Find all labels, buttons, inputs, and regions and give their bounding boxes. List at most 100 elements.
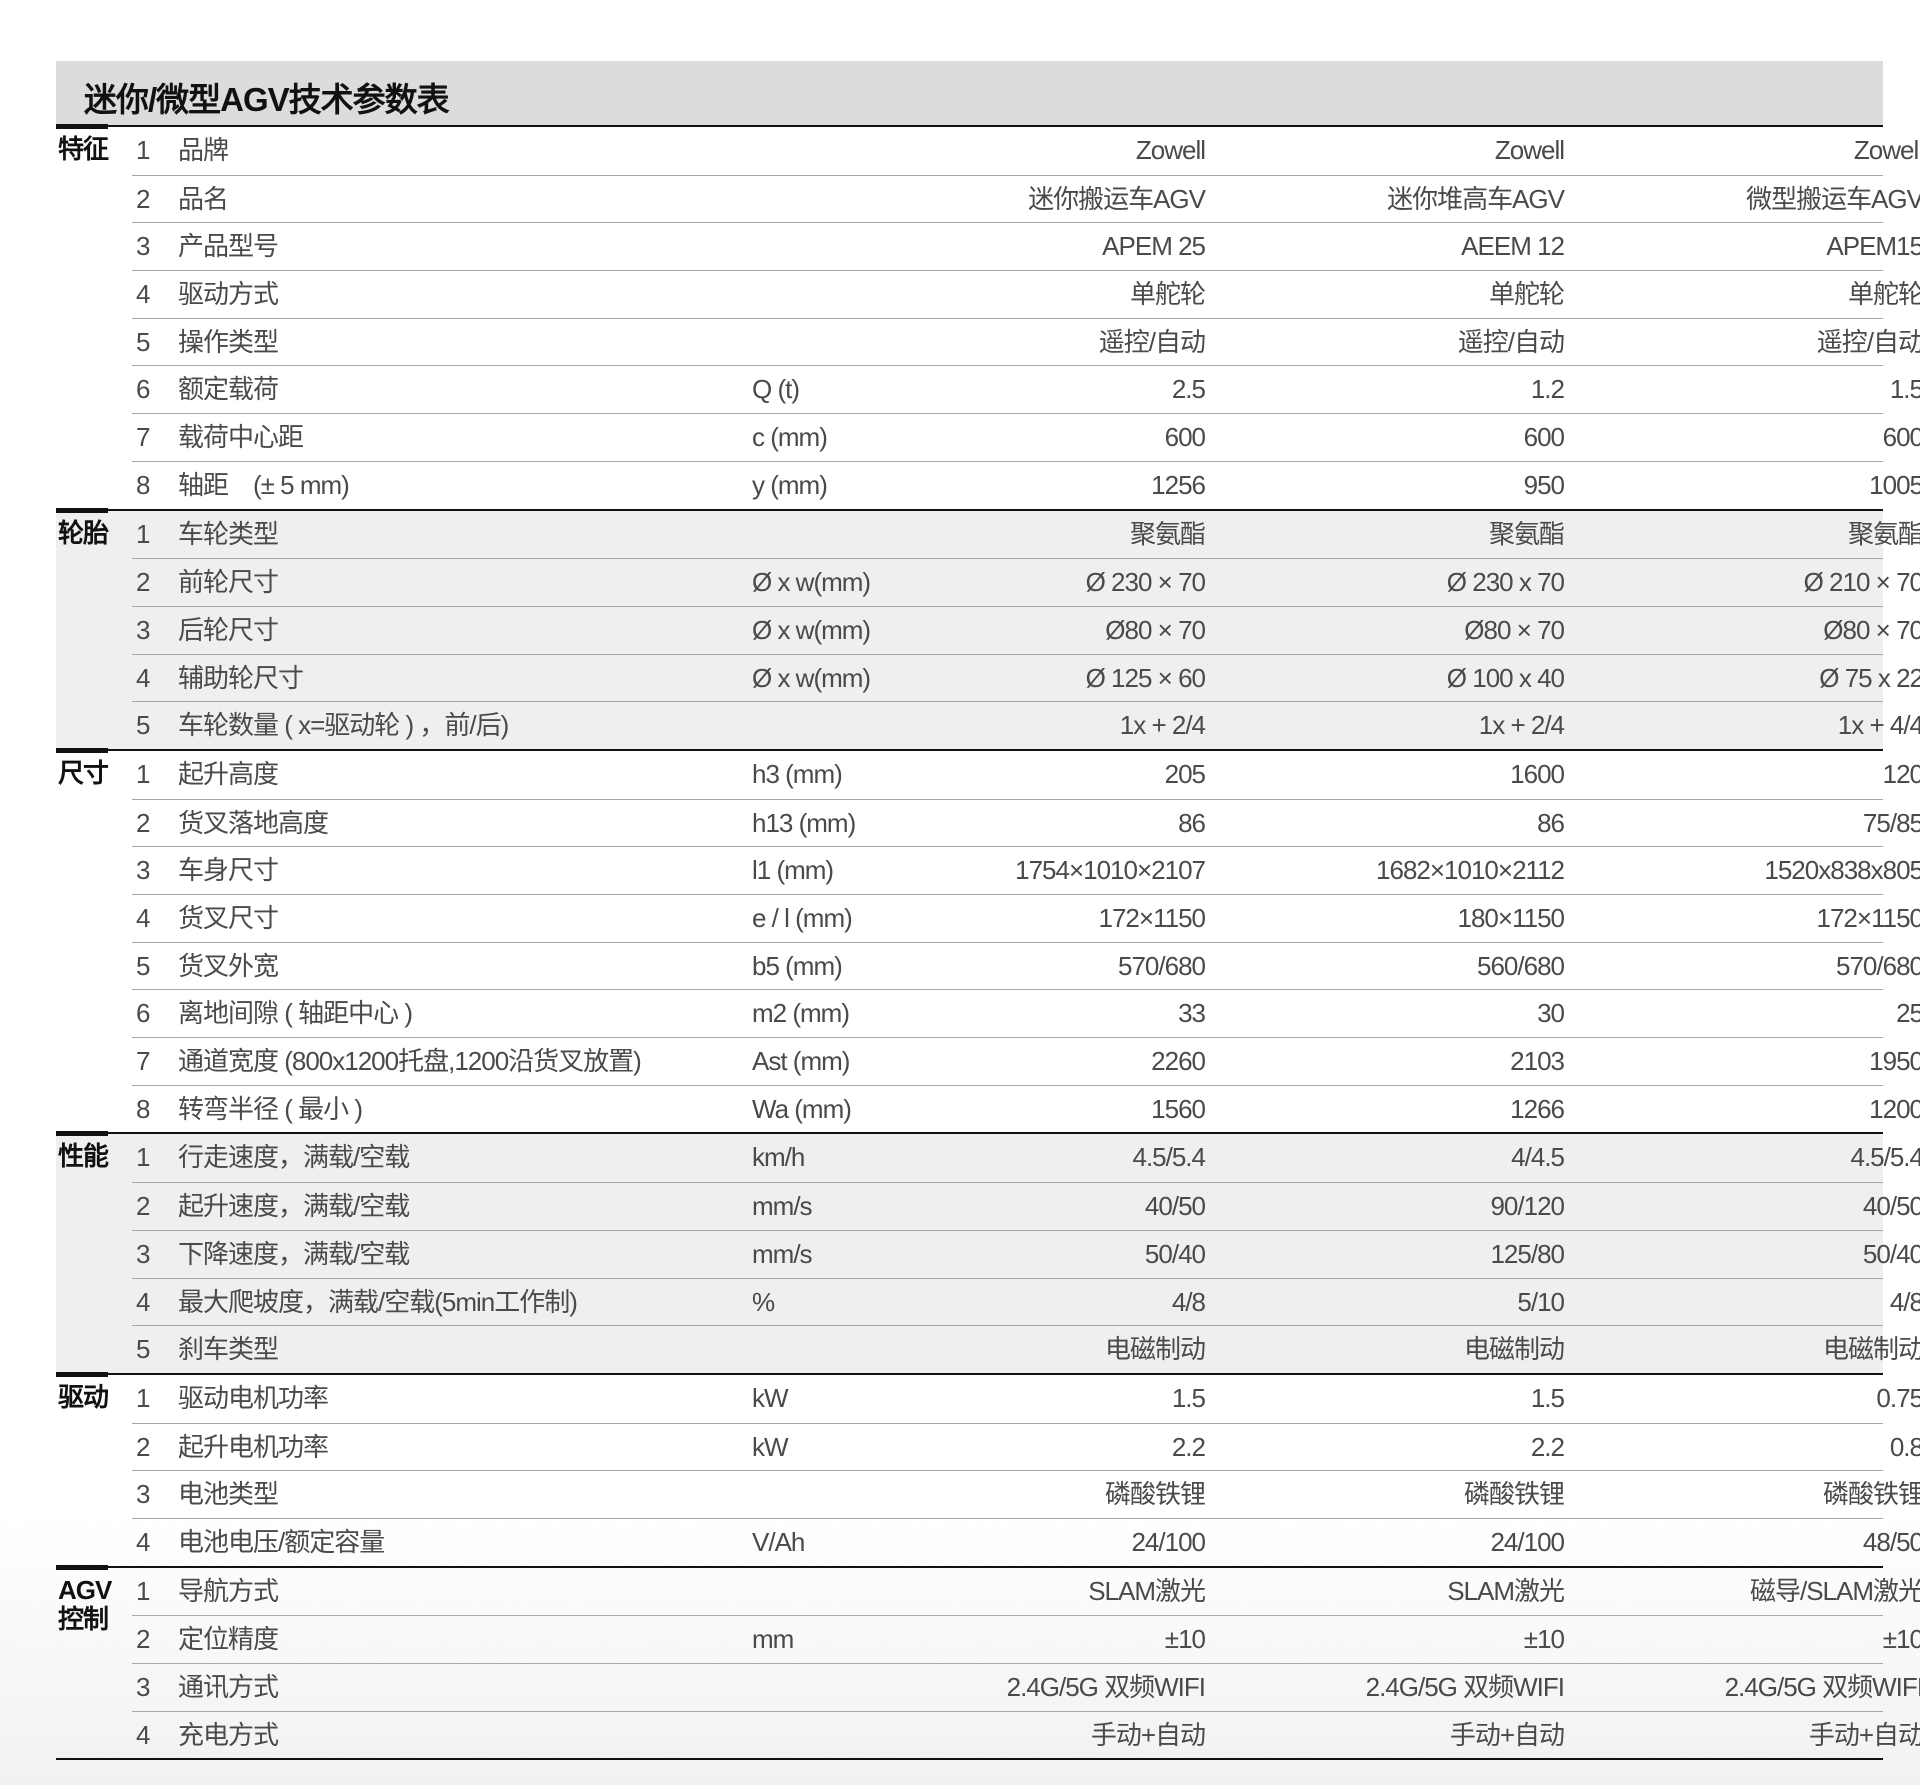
row-label: 车轮数量 ( x=驱动轮 ) ，前/后) [178,710,509,741]
table-row: 4 货叉尺寸 e / l (mm) 172×1150 180×1150 172×1150 [132,894,1920,942]
row-unit: c (mm) [752,422,828,453]
row-unit: kW [752,1431,789,1462]
model-3-value: 50/40 [1862,1238,1920,1269]
model-1-value: 磷酸铁锂 [1104,1479,1206,1510]
model-3-value: 1.5 [1889,374,1920,405]
section-category: 特征 [58,134,109,164]
model-1-value: 33 [1178,998,1206,1029]
row-unit: b5 (mm) [752,950,843,981]
model-1-value: 4.5/5.4 [1132,1142,1206,1173]
model-1-value: 40/50 [1144,1191,1206,1222]
model-2-value: 1x + 2/4 [1478,710,1565,741]
row-label: 导航方式 [178,1575,279,1606]
row-label: 货叉尺寸 [178,903,279,933]
model-3-value: 120 [1882,758,1920,789]
model-2-value: 遥控/自动 [1457,326,1565,357]
row-number: 3 [136,1479,151,1510]
table-row: 2 起升电机功率 kW 2.2 2.2 0.8 [132,1422,1920,1471]
table-row: 2 起升速度，满载/空载 mm/s 40/50 90/120 40/50 [132,1182,1920,1230]
model-2-value: 600 [1523,422,1565,453]
title-band: 迷你/微型AGV技术参数表 [56,61,1883,125]
row-unit: l1 (mm) [752,855,834,886]
row-number: 5 [136,710,151,741]
table-row: 1 车轮类型 聚氨酯 聚氨酯 聚氨酯 [132,511,1920,559]
model-1-value: 86 [1178,807,1206,838]
model-1-value: 2.5 [1171,374,1206,405]
row-label: 货叉落地高度 [178,807,329,838]
model-2-value: 180×1150 [1457,903,1565,933]
model-1-value: 570/680 [1118,950,1206,981]
model-2-value: 4/4.5 [1511,1142,1565,1173]
model-3-value: 48/50 [1862,1526,1920,1557]
model-3-value: 75/85 [1862,807,1920,838]
row-number: 5 [136,326,151,357]
table-bottom-rule [56,1758,1883,1761]
model-1-value: 1256 [1151,469,1206,500]
row-number: 2 [136,807,151,838]
row-number: 3 [136,1238,151,1269]
model-2-value: 聚氨酯 [1488,518,1565,549]
model-1-value: 24/100 [1131,1526,1206,1557]
row-label: 刹车类型 [178,1334,279,1365]
row-label: 起升高度 [178,758,279,789]
model-3-value: 0.75 [1876,1382,1920,1413]
model-1-value: 聚氨酯 [1129,518,1206,549]
model-3-value: APEM15 [1826,231,1920,262]
row-number: 2 [136,567,151,598]
row-number: 2 [136,1431,151,1462]
section-category: 轮胎 [58,517,109,548]
model-2-value: 1682×1010×2112 [1376,855,1565,886]
spec-table: 特征 1 品牌 Zowell Zowell Zowell 2 品名 迷你搬运车AGV 迷你堆高车A… [56,124,1920,1761]
model-2-value: 950 [1523,469,1565,500]
table-row: 1 品牌 Zowell Zowell Zowell [132,127,1920,175]
model-1-value: 50/40 [1144,1238,1206,1269]
model-1-value: 1.5 [1171,1382,1206,1413]
row-number: 1 [136,1575,151,1606]
row-number: 2 [136,1624,151,1655]
row-number: 5 [136,950,151,981]
model-2-value: 1600 [1510,758,1565,789]
table-row: 2 前轮尺寸 Ø x w(mm) Ø 230 × 70 Ø 230 x 70 Ø 210 … [132,558,1920,606]
model-3-value: 电磁制动 [1822,1334,1920,1365]
model-1-value: SLAM激光 [1088,1575,1206,1606]
row-unit: kW [752,1382,789,1413]
row-number: 7 [136,422,151,453]
row-label: 额定载荷 [178,374,279,405]
model-1-value: 4/8 [1171,1286,1206,1317]
spec-section: 驱动 1 驱动电机功率 kW 1.5 1.5 0.75 2 起升电机功率 kW 2.2 2.2 0.8 3… [56,1371,1920,1566]
model-3-value: 1520x838x805 [1764,855,1920,886]
model-2-value: Ø 230 x 70 [1446,567,1565,598]
row-number: 1 [136,1382,151,1413]
table-row: 2 品名 迷你搬运车AGV 迷你堆高车AGV 微型搬运车AGV [132,174,1920,223]
model-1-value: ±10 [1164,1624,1206,1655]
model-2-value: 30 [1537,998,1565,1029]
table-row: 8 转弯半径 ( 最小 ) Wa (mm) 1560 1266 1200 [132,1084,1920,1133]
row-label: 辅助轮尺寸 [178,662,304,693]
row-unit: % [752,1286,775,1317]
model-2-value: 磷酸铁锂 [1463,1479,1565,1510]
row-label: 品牌 [178,135,229,165]
model-1-value: 1x + 2/4 [1119,710,1206,741]
row-number: 3 [136,614,151,645]
table-row: 1 导航方式 SLAM激光 SLAM激光 磁导/SLAM激光 [132,1568,1920,1616]
model-2-value: ±10 [1523,1624,1565,1655]
row-number: 2 [136,1191,151,1222]
section-category: 尺寸 [58,757,109,788]
table-row: 7 通道宽度 (800x1200托盘,1200沿货叉放置) Ast (mm) 2260… [132,1037,1920,1085]
row-label: 定位精度 [178,1624,279,1655]
model-2-value: 125/80 [1490,1238,1565,1269]
row-label: 前轮尺寸 [178,567,279,598]
row-label: 车轮类型 [178,518,279,549]
model-1-value: 遥控/自动 [1098,326,1206,357]
model-2-value: Ø80 × 70 [1464,614,1565,645]
table-row: 5 货叉外宽 b5 (mm) 570/680 560/680 570/680 [132,941,1920,990]
model-3-value: 25 [1896,998,1920,1029]
model-2-value: 单舵轮 [1488,279,1565,310]
model-2-value: 电磁制动 [1463,1334,1565,1365]
row-label: 最大爬坡度，满载/空载(5min工作制) [178,1286,578,1317]
row-number: 1 [136,758,151,789]
row-label: 通道宽度 (800x1200托盘,1200沿货叉放置) [178,1046,642,1077]
model-3-value: 172×1150 [1816,903,1920,933]
model-3-value: 磁导/SLAM激光 [1749,1575,1920,1606]
row-label: 转弯半径 ( 最小 ) [178,1093,363,1124]
